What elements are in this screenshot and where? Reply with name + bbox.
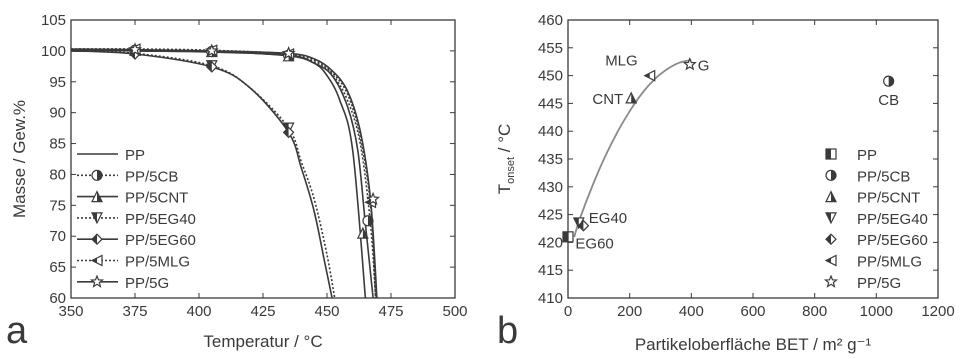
x-tick-label-a: 425 <box>250 303 275 320</box>
x-tick-label-a: 450 <box>314 303 339 320</box>
y-tick-label-b: 450 <box>538 68 563 85</box>
legend-marker-b <box>825 190 837 203</box>
legend-marker-b <box>824 254 837 267</box>
legend-marker <box>91 212 103 225</box>
legend-marker-b <box>825 212 837 225</box>
scatter-point-pp-5cnt <box>625 91 638 104</box>
plot-frame-a <box>70 19 456 299</box>
legend-label-b: PP/5MLG <box>857 254 922 271</box>
y-tick-label-b: 420 <box>538 234 563 251</box>
legend-marker <box>91 169 103 181</box>
x-tick-label-a: 400 <box>186 303 211 320</box>
legend-label-b: PP/5CNT <box>857 190 920 207</box>
y-tick-label-b: 440 <box>538 123 563 140</box>
series-line-pp-5mlg <box>71 48 377 298</box>
series-line-pp-5g <box>71 48 378 298</box>
legend-label: PP/5CB <box>125 168 178 185</box>
panel-label-a: a <box>6 310 28 352</box>
y-tick-label-b: 460 <box>538 12 563 29</box>
legend-marker <box>90 254 103 267</box>
x-tick-label-a: 500 <box>442 303 467 320</box>
scatter-point-pp-5cb <box>883 75 895 87</box>
x-axis-title-a: Temperatur / °C <box>203 332 322 351</box>
x-tick-label-a: 475 <box>378 303 403 320</box>
y-tick-label-a: 95 <box>49 74 66 91</box>
x-tick-label-a: 375 <box>122 303 147 320</box>
point-label: CNT <box>592 91 623 108</box>
point-label: EG40 <box>589 210 627 227</box>
legend-label: PP/5CNT <box>125 190 188 207</box>
y-tick-label-a: 85 <box>49 136 66 153</box>
legend-marker-b <box>823 274 839 288</box>
chart-b-tonset-vs-bet: 0 200 400 600 800 1000 1200 410 415 420 425 430 435 4… <box>495 12 955 354</box>
x-tick-label-b: 1200 <box>921 303 954 320</box>
point-label: CB <box>878 92 899 109</box>
scatter-point-pp-5eg60 <box>577 219 590 232</box>
x-tick-label-b: 800 <box>802 303 827 320</box>
x-tick-label-b: 1000 <box>860 303 893 320</box>
series-marker <box>127 42 143 56</box>
legend-label: PP/5EG60 <box>125 232 196 249</box>
series-marker <box>362 215 374 227</box>
scatter-point-pp-5mlg <box>643 69 656 82</box>
legend-marker <box>91 233 103 246</box>
series-marker <box>366 191 381 206</box>
legend-label: PP <box>125 147 145 164</box>
chart-a-mass-vs-temperature: 350 375 400 425 450 475 500 60 65 70 75 80 85 90 95 100… <box>10 12 468 351</box>
legend-label-b: PP/5EG40 <box>857 211 928 228</box>
x-tick-label-b: 200 <box>617 303 642 320</box>
y-tick-label-b: 415 <box>538 262 563 279</box>
y-tick-label-b: 430 <box>538 179 563 196</box>
series-marker <box>281 46 296 60</box>
point-label: G <box>698 57 710 74</box>
y-tick-label-b: 445 <box>538 95 563 112</box>
y-tick-label-a: 60 <box>49 290 66 307</box>
legend-label: PP/5G <box>125 275 169 292</box>
legend-marker-b <box>825 169 837 181</box>
y-tick-label-a: 70 <box>49 228 66 245</box>
plot-frame-b <box>567 19 939 299</box>
y-tick-label-a: 75 <box>49 197 66 214</box>
y-tick-label-b: 435 <box>538 151 563 168</box>
legend-label-b: PP/5EG60 <box>857 232 928 249</box>
x-axis-title-b: Partikeloberfläche BET / m² g⁻¹ <box>635 335 872 354</box>
legend-marker-b <box>825 233 837 246</box>
series-line-pp-5eg40 <box>71 50 336 298</box>
x-tick-label-b: 400 <box>679 303 704 320</box>
series-line-pp <box>71 48 367 298</box>
point-label: EG60 <box>575 236 613 253</box>
legend-label: PP/5EG40 <box>125 211 196 228</box>
x-tick-label-b: 0 <box>564 303 572 320</box>
panel-label-b: b <box>497 310 518 352</box>
legend-label-b: PP/5CB <box>857 168 910 185</box>
legend-label-b: PP <box>857 147 877 164</box>
y-tick-label-b: 425 <box>538 207 563 224</box>
series-marker <box>204 43 219 57</box>
y-axis-title-a: Masse / Gew.% <box>10 100 29 218</box>
x-tick-label-b: 600 <box>740 303 765 320</box>
point-label: MLG <box>605 53 638 70</box>
y-axis-title-b: Tonset / °C <box>495 124 517 195</box>
series-marker <box>205 61 218 73</box>
x-tick-label-a: 350 <box>58 303 83 320</box>
legend-marker <box>91 190 103 203</box>
legend-label-b: PP/5G <box>857 275 901 292</box>
legend-label: PP/5MLG <box>125 254 190 271</box>
series-marker <box>356 226 369 239</box>
legend-marker-b <box>825 148 837 160</box>
series-line-pp-5cb <box>71 48 377 298</box>
y-tick-label-b: 455 <box>538 40 563 57</box>
series-marker <box>282 126 295 139</box>
y-tick-label-b: 410 <box>538 290 563 307</box>
y-tick-label-a: 90 <box>49 105 66 122</box>
y-tick-label-a: 105 <box>41 12 66 29</box>
y-tick-label-a: 100 <box>41 43 66 60</box>
y-tick-label-a: 80 <box>49 166 66 183</box>
y-tick-label-a: 65 <box>49 259 66 276</box>
series-group-a <box>71 48 378 298</box>
scatter-point-pp-5g <box>682 57 697 71</box>
legend-marker <box>89 274 105 288</box>
fit-curve <box>573 59 692 238</box>
